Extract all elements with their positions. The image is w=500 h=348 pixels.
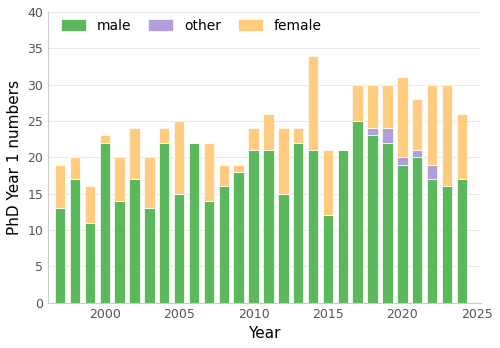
Y-axis label: PhD Year 1 numbers: PhD Year 1 numbers [7,80,22,235]
Bar [144,157,154,208]
Bar [218,165,229,187]
Bar [382,143,392,303]
Bar [204,143,214,201]
Bar [130,128,140,179]
Bar [368,135,378,303]
Bar [55,208,66,303]
Bar [412,99,422,150]
Bar [308,56,318,150]
Bar [55,165,66,208]
Bar [427,179,438,303]
Bar [130,179,140,303]
Bar [412,150,422,157]
Bar [218,187,229,303]
Bar [70,179,80,303]
Bar [412,157,422,303]
Bar [397,165,407,303]
Bar [352,121,363,303]
Bar [159,128,170,143]
Bar [382,85,392,128]
Bar [293,128,304,143]
Bar [322,150,333,215]
Bar [382,128,392,143]
Bar [234,172,244,303]
Bar [278,193,288,303]
Bar [84,187,95,223]
Bar [144,208,154,303]
Bar [263,150,274,303]
Bar [100,135,110,143]
Bar [442,187,452,303]
Bar [70,157,80,179]
Bar [84,223,95,303]
Bar [368,128,378,135]
X-axis label: Year: Year [248,326,281,341]
Bar [368,85,378,128]
Bar [456,179,467,303]
Bar [174,193,184,303]
Bar [263,114,274,150]
Bar [397,77,407,157]
Bar [114,201,125,303]
Bar [159,143,170,303]
Bar [100,143,110,303]
Bar [427,85,438,165]
Bar [427,165,438,179]
Bar [322,215,333,303]
Bar [248,128,259,150]
Bar [293,143,304,303]
Bar [442,85,452,187]
Bar [278,128,288,193]
Bar [352,85,363,121]
Bar [189,143,199,303]
Legend: male, other, female: male, other, female [55,13,328,38]
Bar [338,150,348,303]
Bar [456,114,467,179]
Bar [397,157,407,165]
Bar [204,201,214,303]
Bar [234,165,244,172]
Bar [248,150,259,303]
Bar [114,157,125,201]
Bar [308,150,318,303]
Bar [174,121,184,193]
